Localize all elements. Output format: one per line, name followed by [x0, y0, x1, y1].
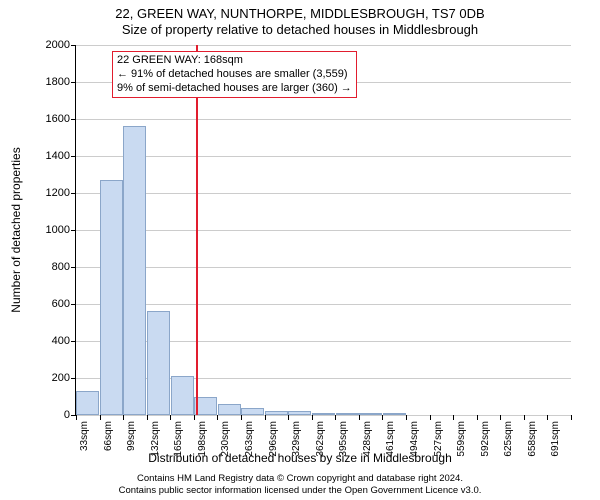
xtick-mark — [217, 415, 218, 420]
xtick-mark — [406, 415, 407, 420]
ytick-mark — [71, 193, 76, 194]
ytick-mark — [71, 304, 76, 305]
histogram-bar — [241, 408, 264, 415]
ytick-label: 1600 — [46, 113, 70, 125]
xtick-mark — [477, 415, 478, 420]
ytick-label: 600 — [52, 298, 70, 310]
ytick-mark — [71, 378, 76, 379]
ytick-mark — [71, 156, 76, 157]
xtick-mark — [312, 415, 313, 420]
ytick-label: 800 — [52, 261, 70, 273]
ytick-label: 1800 — [46, 76, 70, 88]
xtick-mark — [453, 415, 454, 420]
histogram-bar — [288, 411, 311, 415]
xtick-mark — [547, 415, 548, 420]
xtick-mark — [170, 415, 171, 420]
histogram-bar — [359, 413, 382, 415]
ytick-label: 1200 — [46, 187, 70, 199]
ytick-label: 400 — [52, 335, 70, 347]
ytick-label: 1400 — [46, 150, 70, 162]
ytick-label: 2000 — [46, 39, 70, 51]
xtick-mark — [571, 415, 572, 420]
histogram-bar — [218, 404, 241, 415]
ytick-mark — [71, 230, 76, 231]
xtick-mark — [524, 415, 525, 420]
xtick-mark — [382, 415, 383, 420]
ytick-label: 1000 — [46, 224, 70, 236]
annotation-line2: ← 91% of detached houses are smaller (3,… — [117, 68, 352, 82]
x-axis-label: Distribution of detached houses by size … — [0, 451, 600, 465]
histogram-bar — [123, 126, 146, 415]
xtick-label: 33sqm — [79, 421, 90, 451]
ytick-mark — [71, 267, 76, 268]
annotation-line3: 9% of semi-detached houses are larger (3… — [117, 82, 352, 96]
histogram-bar — [100, 180, 123, 415]
histogram-bar — [265, 411, 288, 415]
ytick-label: 200 — [52, 372, 70, 384]
xtick-label: 66sqm — [103, 421, 114, 451]
xtick-label: 99sqm — [126, 421, 137, 451]
xtick-mark — [265, 415, 266, 420]
xtick-mark — [100, 415, 101, 420]
xtick-mark — [288, 415, 289, 420]
chart-container: 22, GREEN WAY, NUNTHORPE, MIDDLESBROUGH,… — [0, 0, 600, 500]
plot-area: 020040060080010001200140016001800200033s… — [75, 45, 571, 416]
xtick-mark — [76, 415, 77, 420]
ytick-label: 0 — [64, 409, 70, 421]
histogram-bar — [171, 376, 194, 415]
ytick-mark — [71, 341, 76, 342]
grid-line — [76, 156, 571, 157]
ytick-mark — [71, 45, 76, 46]
title-main: 22, GREEN WAY, NUNTHORPE, MIDDLESBROUGH,… — [0, 6, 600, 21]
histogram-bar — [383, 413, 406, 415]
xtick-mark — [500, 415, 501, 420]
annotation-line1: 22 GREEN WAY: 168sqm — [117, 54, 352, 68]
reference-line — [196, 45, 198, 415]
histogram-bar — [76, 391, 99, 415]
footer-line2: Contains public sector information licen… — [0, 485, 600, 496]
footer: Contains HM Land Registry data © Crown c… — [0, 473, 600, 496]
xtick-mark — [123, 415, 124, 420]
histogram-bar — [336, 413, 359, 415]
grid-line — [76, 119, 571, 120]
footer-line1: Contains HM Land Registry data © Crown c… — [0, 473, 600, 484]
y-axis-label: Number of detached properties — [9, 147, 23, 312]
histogram-bar — [312, 413, 335, 415]
ytick-mark — [71, 119, 76, 120]
grid-line — [76, 45, 571, 46]
grid-line — [76, 267, 571, 268]
histogram-bar — [147, 311, 170, 415]
xtick-mark — [194, 415, 195, 420]
grid-line — [76, 304, 571, 305]
grid-line — [76, 230, 571, 231]
xtick-mark — [430, 415, 431, 420]
title-sub: Size of property relative to detached ho… — [0, 22, 600, 37]
grid-line — [76, 415, 571, 416]
ytick-mark — [71, 82, 76, 83]
grid-line — [76, 193, 571, 194]
xtick-mark — [241, 415, 242, 420]
xtick-mark — [147, 415, 148, 420]
xtick-mark — [335, 415, 336, 420]
xtick-mark — [359, 415, 360, 420]
annotation-box: 22 GREEN WAY: 168sqm ← 91% of detached h… — [112, 51, 357, 98]
